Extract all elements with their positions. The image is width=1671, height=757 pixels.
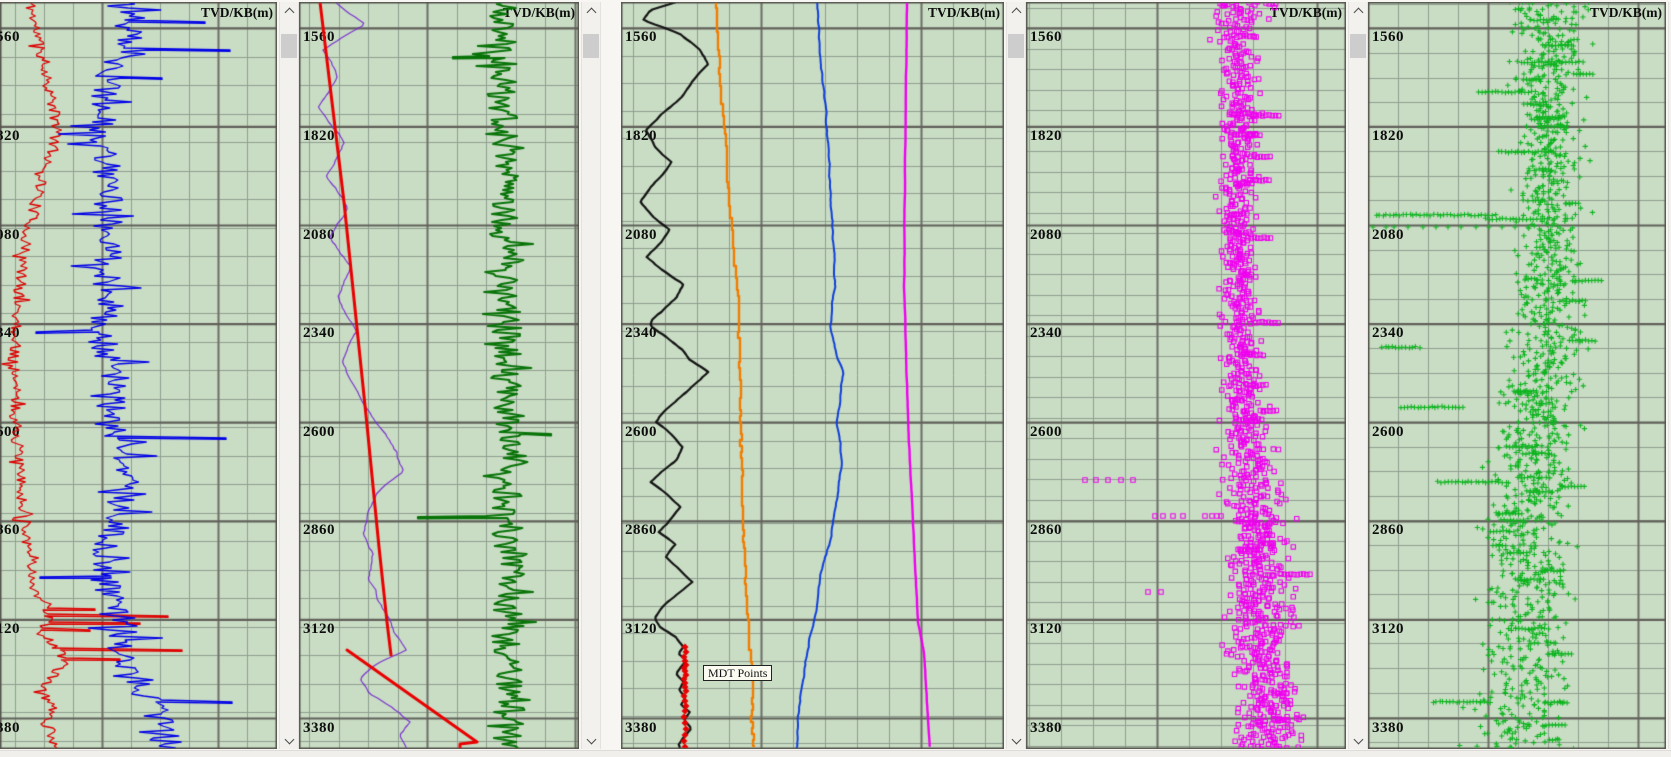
chart-area[interactable]: TVD/KB(m) MDT Points 1560182020802340260… bbox=[621, 2, 1004, 749]
scroll-down-button[interactable] bbox=[1349, 733, 1367, 749]
vertical-scrollbar[interactable] bbox=[1668, 2, 1671, 749]
chevron-down-icon bbox=[1011, 734, 1021, 744]
curves-canvas bbox=[621, 2, 1004, 749]
scroll-down-button[interactable] bbox=[280, 733, 298, 749]
chevron-down-icon bbox=[586, 734, 596, 744]
chevron-down-icon bbox=[1353, 734, 1363, 744]
vertical-scrollbar[interactable] bbox=[581, 2, 601, 749]
vertical-scrollbar[interactable] bbox=[1348, 2, 1368, 749]
chart-area[interactable]: TVD/KB(m) 156018202080234026002860312033… bbox=[299, 2, 579, 749]
horizontal-scrollbar-strip[interactable] bbox=[0, 750, 1671, 757]
scroll-thumb[interactable] bbox=[1350, 34, 1366, 58]
scroll-thumb[interactable] bbox=[583, 34, 599, 58]
curves-canvas bbox=[1368, 2, 1666, 749]
scroll-thumb[interactable] bbox=[1008, 34, 1024, 58]
log-track-2: TVD/KB(m) 156018202080234026002860312033… bbox=[299, 0, 601, 757]
scroll-down-button[interactable] bbox=[1007, 733, 1025, 749]
mdt-points-tooltip: MDT Points bbox=[703, 665, 773, 681]
chart-area[interactable]: TVD/KB(m) 156018202080234026002860312033… bbox=[1368, 2, 1666, 749]
chevron-up-icon bbox=[284, 7, 294, 17]
vertical-scrollbar[interactable] bbox=[279, 2, 299, 749]
scroll-up-button[interactable] bbox=[1349, 2, 1367, 18]
chevron-down-icon bbox=[284, 734, 294, 744]
scroll-up-button[interactable] bbox=[280, 2, 298, 18]
curves-canvas bbox=[1026, 2, 1346, 749]
scroll-up-button[interactable] bbox=[582, 2, 600, 18]
log-track-5: TVD/KB(m) 156018202080234026002860312033… bbox=[1368, 0, 1671, 757]
log-track-1: TVD/KB(m) 156018202080234026002860312033… bbox=[0, 0, 299, 757]
chevron-up-icon bbox=[1353, 7, 1363, 17]
scroll-up-button[interactable] bbox=[1007, 2, 1025, 18]
chart-area[interactable]: TVD/KB(m) 156018202080234026002860312033… bbox=[0, 2, 277, 749]
curves-canvas bbox=[0, 2, 277, 749]
chevron-up-icon bbox=[1011, 7, 1021, 17]
scroll-thumb[interactable] bbox=[281, 34, 297, 58]
log-track-4: TVD/KB(m) 156018202080234026002860312033… bbox=[1026, 0, 1368, 757]
scroll-down-button[interactable] bbox=[582, 733, 600, 749]
log-track-3: TVD/KB(m) MDT Points 1560182020802340260… bbox=[621, 0, 1026, 757]
vertical-scrollbar[interactable] bbox=[1006, 2, 1026, 749]
curves-canvas bbox=[299, 2, 579, 749]
chevron-up-icon bbox=[586, 7, 596, 17]
chart-area[interactable]: TVD/KB(m) 156018202080234026002860312033… bbox=[1026, 2, 1346, 749]
